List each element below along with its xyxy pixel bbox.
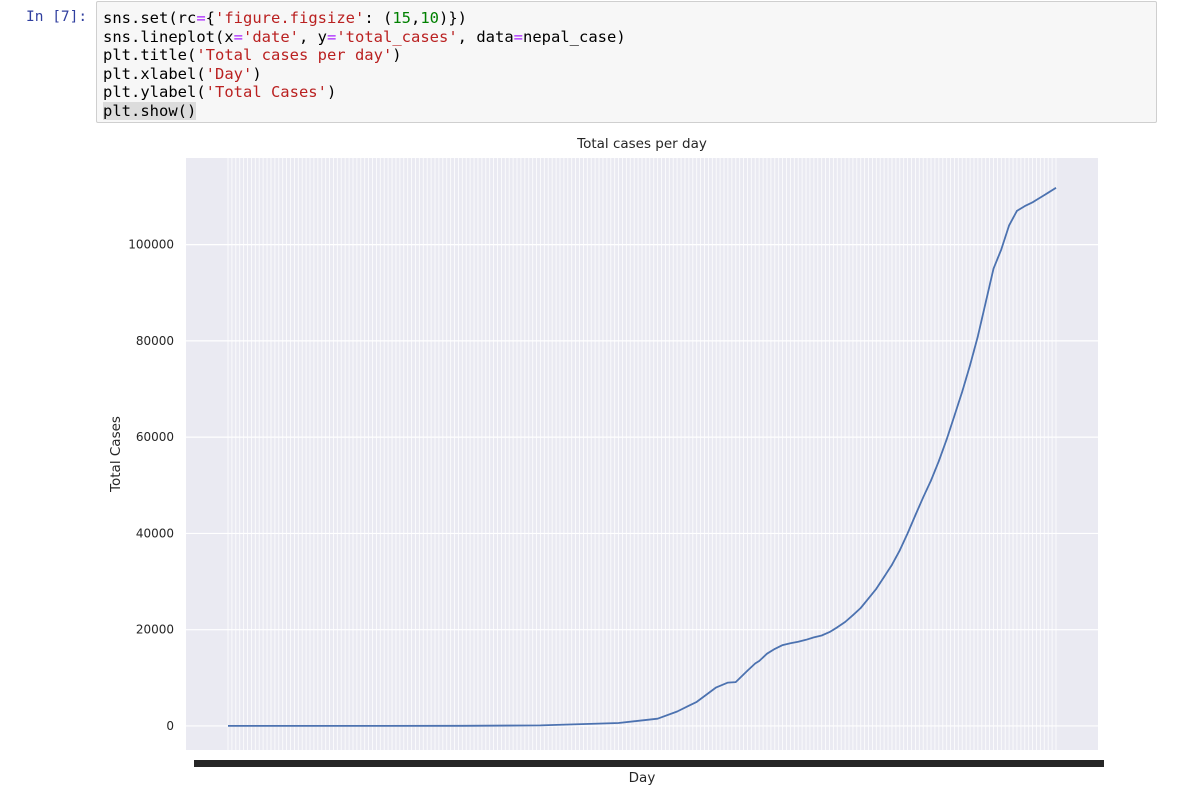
output-area: 0 20000 40000 60000 80000 100000 Total cases p… [96,128,1180,793]
code-token: plt.xlabel( [103,64,206,83]
code-line: sns.set(rc={'figure.figsize': (15,10)}) [103,9,626,28]
x-axis-label: Day [629,770,656,786]
code-token: sns.lineplot(x [103,27,234,46]
code-token: , y [299,27,327,46]
input-prompt: In [7]: [26,9,88,25]
code-token: 'Total Cases' [205,83,327,101]
code-token: plt.title( [103,46,197,64]
y-tick-label: 100000 [128,238,174,252]
code-token: 'Day' [205,64,253,83]
series-line [228,187,1057,727]
y-axis-label: Total Cases [108,416,124,493]
code-token: = [513,27,524,46]
code-token: 10 [420,9,440,27]
y-tick-label: 20000 [136,623,174,637]
x-gridlines [227,158,1057,750]
code-token: : ( [364,9,393,27]
code-token: = [196,9,206,27]
code-token: 15 [392,9,411,27]
code-token: 'total_cases' [336,27,458,46]
chart-title: Total cases per day [576,136,707,152]
chart: 0 20000 40000 60000 80000 100000 Total cases p… [108,136,1104,786]
code-token: ) [326,83,337,101]
y-tick-label: 80000 [136,334,174,348]
code-token: )}) [439,9,468,27]
code-token: , data [457,27,514,46]
code-line: sns.lineplot(x='date', y='total_cases', … [103,28,626,47]
code-token: ) [252,64,262,83]
code-line: plt.title('Total cases per day') [103,46,626,65]
code-token: = [233,27,243,46]
code-token: sns.set(rc [103,9,197,27]
code-token: = [327,27,337,46]
code-line: plt.show() [103,101,626,121]
code-token: { [205,9,216,27]
y-tick-label: 40000 [136,526,174,540]
code-token: plt.show() [103,101,197,120]
y-tick-label: 0 [166,719,174,733]
y-tick-label: 60000 [136,430,174,444]
code-token: nepal_case) [523,27,626,46]
code-token: ) [392,46,402,64]
code-token: 'figure.figsize' [215,9,365,27]
code-token: , [411,9,421,27]
code-editor[interactable]: sns.set(rc={'figure.figsize': (15,10)}) s… [96,1,1157,123]
code-line: plt.ylabel('Total Cases') [103,83,626,102]
code-token: plt.ylabel( [103,83,206,101]
code-line: plt.xlabel('Day') [103,65,626,84]
code-token: 'Total cases per day' [196,46,393,64]
code-text[interactable]: sns.set(rc={'figure.figsize': (15,10)}) s… [103,9,626,120]
x-tick-labels-overlap [194,760,1104,767]
code-token: 'date' [243,27,299,46]
